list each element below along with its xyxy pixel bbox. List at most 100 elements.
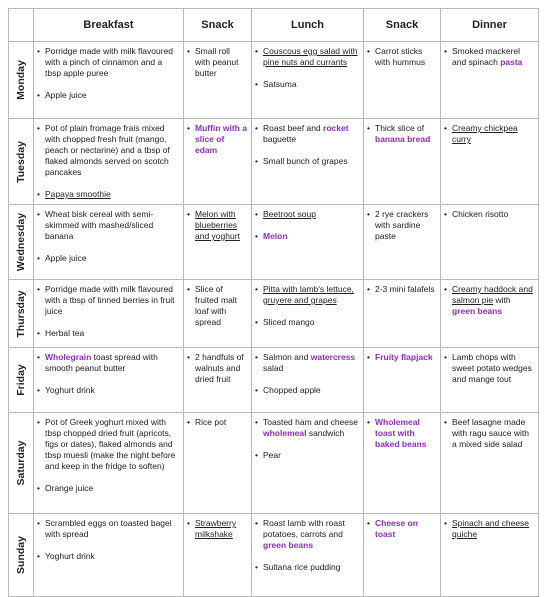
meal-item-list: Spinach and cheese quiche (444, 518, 534, 540)
meal-item: Apple juice (37, 90, 179, 101)
meal-item: Melon (255, 231, 359, 242)
meal-item-list: Pot of plain fromage frais mixed with ch… (37, 123, 179, 200)
meal-plan-body: Monday Porridge made with milk flavoured … (8, 41, 539, 597)
meal-item: Strawberry milkshake (187, 518, 247, 540)
meal-cell-breakfast: Wheat bisk cereal with semi-skimmed with… (33, 204, 184, 280)
corner-header (8, 8, 34, 42)
meal-item: Sliced mango (255, 317, 359, 328)
meal-item: Slice of fruited malt loaf with spread (187, 284, 247, 328)
item-text: Yoghurt drink (45, 385, 95, 395)
day-row-thursday: Thursday Porridge made with milk flavoure… (8, 279, 539, 348)
day-row-tuesday: Tuesday Pot of plain fromage frais mixed … (8, 118, 539, 205)
meal-cell-breakfast: Porridge made with milk flavoured with a… (33, 279, 184, 348)
highlighted-text: pasta (500, 57, 523, 67)
day-label-cell: Wednesday (8, 204, 34, 280)
item-text: Carrot sticks with hummus (375, 46, 426, 67)
meal-cell-lunch: Roast lamb with roast potatoes, carrots … (251, 513, 364, 597)
header-afternoon-snack: Snack (363, 8, 441, 42)
highlighted-text: green beans (263, 540, 314, 550)
meal-item: Sultana rice pudding (255, 562, 359, 573)
meal-item-list: Beef lasagne made with ragu sauce with a… (444, 417, 534, 450)
underlined-text: Melon with blueberries and yoghurt (195, 209, 240, 241)
day-row-sunday: Sunday Scrambled eggs on toasted bagel wi… (8, 513, 539, 597)
item-text: Porridge made with milk flavoured with a… (45, 46, 174, 78)
meal-cell-dinner: Creamy haddock and salmon pie with green… (440, 279, 539, 348)
day-row-monday: Monday Porridge made with milk flavoured … (8, 41, 539, 119)
highlighted-text: banana bread (375, 134, 431, 144)
highlighted-text: rocket (323, 123, 349, 133)
meal-item: Pear (255, 450, 359, 461)
meal-cell-morning-snack: 2 handfuls of walnuts and dried fruit (183, 347, 252, 413)
meal-item-list: Scrambled eggs on toasted bagel with spr… (37, 518, 179, 562)
meal-item: Creamy haddock and salmon pie with green… (444, 284, 534, 317)
highlighted-text: wholemeal (263, 428, 307, 438)
meal-item-list: Small roll with peanut butter (187, 46, 247, 79)
meal-item: Small roll with peanut butter (187, 46, 247, 79)
item-text: Wheat bisk cereal with semi-skimmed with… (45, 209, 154, 241)
meal-cell-morning-snack: Slice of fruited malt loaf with spread (183, 279, 252, 348)
meal-cell-morning-snack: Muffin with a slice of edam (183, 118, 252, 205)
meal-item: 2 handfuls of walnuts and dried fruit (187, 352, 247, 385)
item-text: Rice pot (195, 417, 227, 427)
meal-cell-lunch: Roast beef and rocket baguette Small bunc… (251, 118, 364, 205)
item-text: Porridge made with milk flavoured with a… (45, 284, 175, 316)
underlined-text: Pitta with lamb's lettuce, gruyere and g… (263, 284, 354, 305)
meal-cell-breakfast: Pot of plain fromage frais mixed with ch… (33, 118, 184, 205)
meal-item-list: Porridge made with milk flavoured with a… (37, 46, 179, 101)
underlined-text: Strawberry milkshake (195, 518, 237, 539)
meal-item: Pot of Greek yoghurt mixed with tbsp cho… (37, 417, 179, 472)
meal-item: Scrambled eggs on toasted bagel with spr… (37, 518, 179, 540)
item-text: with (493, 295, 511, 305)
item-text: Pot of plain fromage frais mixed with ch… (45, 123, 170, 177)
underlined-text: Spinach and cheese quiche (452, 518, 530, 539)
item-text: Slice of fruited malt loaf with spread (195, 284, 238, 327)
meal-item: Yoghurt drink (37, 551, 179, 562)
highlighted-text: watercress (310, 352, 356, 362)
item-text: Lamb chops with sweet potato wedges and … (452, 352, 532, 384)
meal-item-list: Cheese on toast (367, 518, 436, 540)
meal-item-list: 2 handfuls of walnuts and dried fruit (187, 352, 247, 385)
meal-item-list: Slice of fruited malt loaf with spread (187, 284, 247, 328)
meal-item-list: Chicken risotto (444, 209, 534, 220)
meal-item-list: Porridge made with milk flavoured with a… (37, 284, 179, 339)
item-text: Toasted ham and cheese (263, 417, 358, 427)
meal-cell-lunch: Salmon and watercress salad Chopped apple (251, 347, 364, 413)
meal-cell-breakfast: Wholegrain toast spread with smooth pean… (33, 347, 184, 413)
meal-item: Herbal tea (37, 328, 179, 339)
day-label-cell: Thursday (8, 279, 34, 348)
meal-cell-breakfast: Porridge made with milk flavoured with a… (33, 41, 184, 119)
meal-cell-afternoon-snack: 2-3 mini falafels (363, 279, 441, 348)
day-label-cell: Tuesday (8, 118, 34, 205)
meal-item: Porridge made with milk flavoured with a… (37, 46, 179, 79)
header-dinner: Dinner (440, 8, 539, 42)
meal-cell-afternoon-snack: Fruity flapjack (363, 347, 441, 413)
meal-item-list: Smoked mackerel and spinach pasta (444, 46, 534, 68)
item-text: Herbal tea (45, 328, 85, 338)
meal-item-list: Couscous egg salad with pine nuts and cu… (255, 46, 359, 90)
item-text: Chopped apple (263, 385, 321, 395)
item-text: Roast beef and (263, 123, 324, 133)
meal-item: Cheese on toast (367, 518, 436, 540)
meal-item-list: Carrot sticks with hummus (367, 46, 436, 68)
meal-cell-dinner: Chicken risotto (440, 204, 539, 280)
underlined-text: Couscous egg salad with pine nuts and cu… (263, 46, 358, 67)
underlined-text: Creamy chickpea curry (452, 123, 518, 144)
meal-cell-afternoon-snack: Carrot sticks with hummus (363, 41, 441, 119)
item-text: 2 rye crackers with sardine paste (375, 209, 429, 241)
meal-item: Muffin with a slice of edam (187, 123, 247, 156)
meal-cell-lunch: Pitta with lamb's lettuce, gruyere and g… (251, 279, 364, 348)
meal-cell-morning-snack: Strawberry milkshake (183, 513, 252, 597)
item-text: toast spread with smooth peanut butter (45, 352, 158, 373)
meal-cell-dinner: Lamb chops with sweet potato wedges and … (440, 347, 539, 413)
meal-item: Smoked mackerel and spinach pasta (444, 46, 534, 68)
meal-item: 2 rye crackers with sardine paste (367, 209, 436, 242)
meal-item: Couscous egg salad with pine nuts and cu… (255, 46, 359, 68)
meal-item-list: Creamy haddock and salmon pie with green… (444, 284, 534, 317)
meal-cell-afternoon-snack: Thick slice of banana bread (363, 118, 441, 205)
meal-item: Fruity flapjack (367, 352, 436, 363)
meal-item: Wholemeal toast with baked beans (367, 417, 436, 450)
meal-plan: Breakfast Snack Lunch Snack Dinner Monda… (8, 8, 539, 597)
item-text: Thick slice of (375, 123, 425, 133)
meal-item-list: Wheat bisk cereal with semi-skimmed with… (37, 209, 179, 264)
underlined-text: Creamy haddock and salmon pie (452, 284, 533, 305)
